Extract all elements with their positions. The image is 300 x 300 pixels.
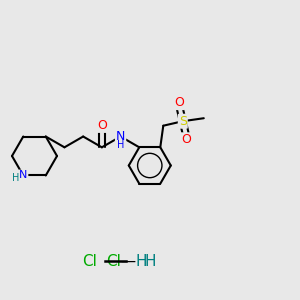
- Text: —: —: [116, 254, 142, 268]
- Text: Cl: Cl: [106, 254, 122, 268]
- Text: N: N: [19, 170, 27, 181]
- Text: Cl: Cl: [82, 254, 98, 268]
- Text: H: H: [144, 254, 156, 268]
- Text: O: O: [182, 133, 191, 146]
- Text: H: H: [135, 254, 147, 268]
- Text: O: O: [174, 96, 184, 109]
- Text: H: H: [117, 140, 124, 150]
- Text: H: H: [12, 173, 20, 184]
- Text: O: O: [97, 119, 107, 132]
- Text: S: S: [179, 115, 187, 128]
- Text: N: N: [116, 130, 125, 143]
